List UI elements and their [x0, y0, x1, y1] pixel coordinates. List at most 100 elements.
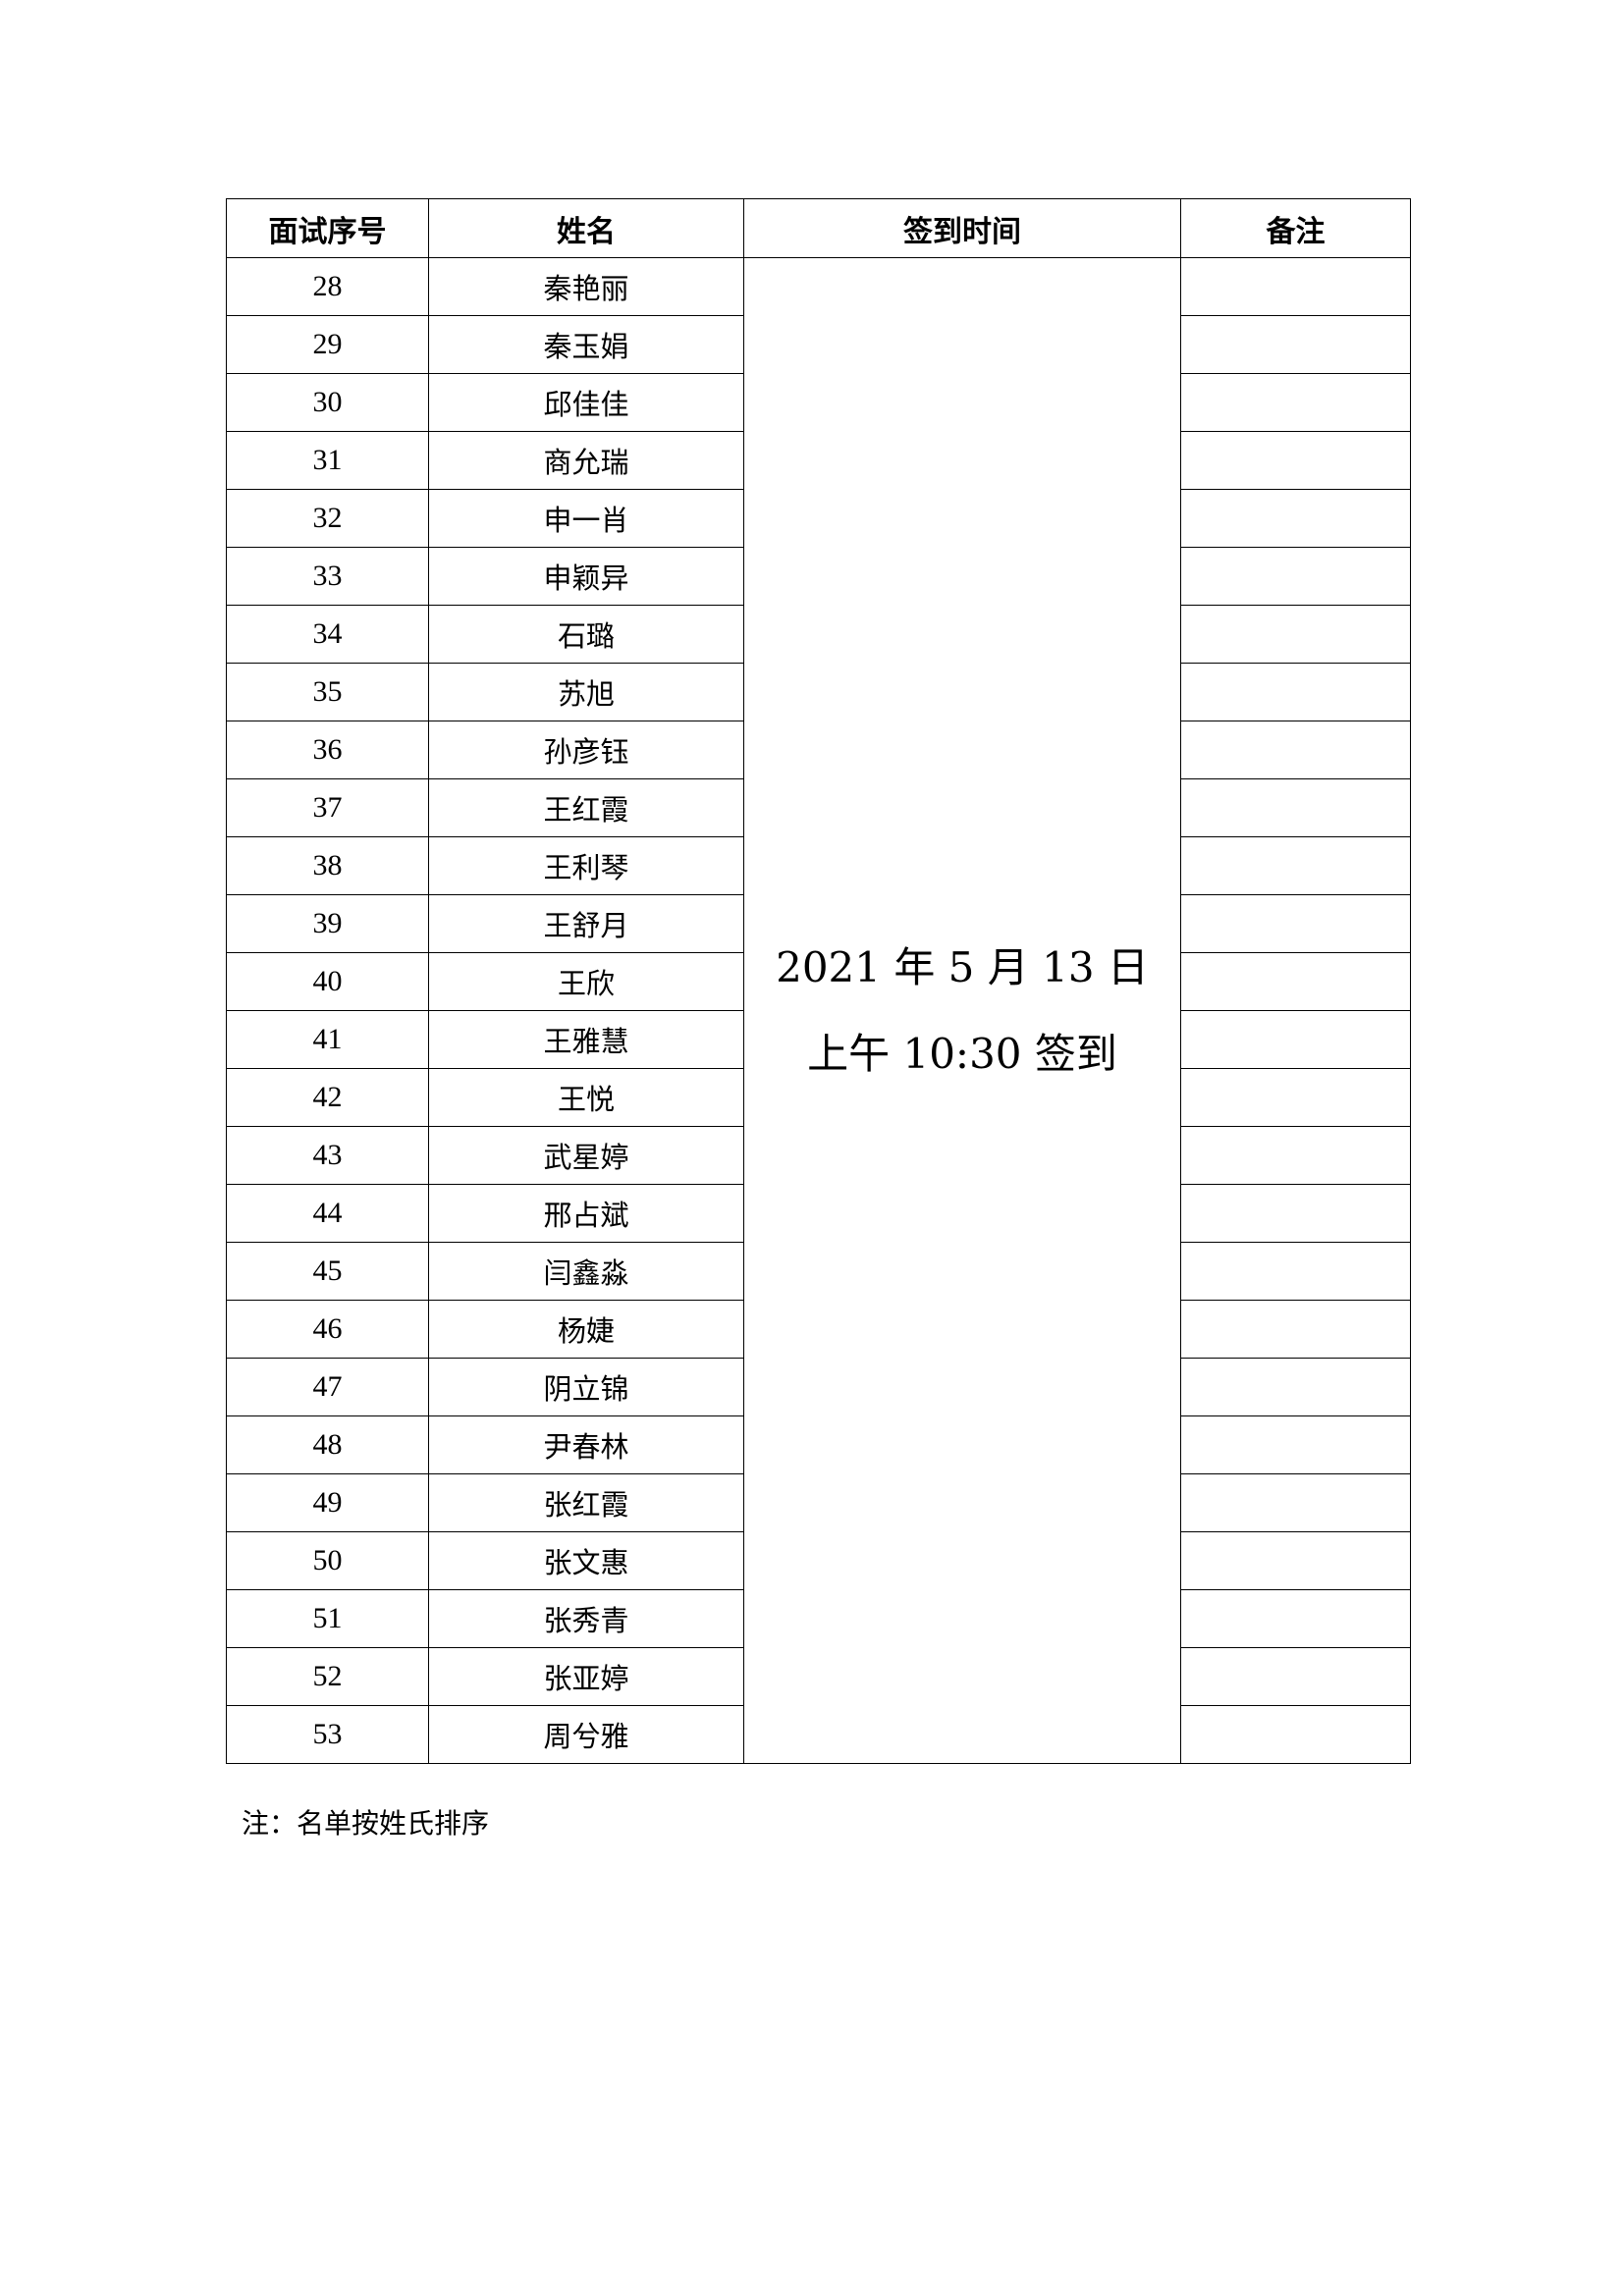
remarks-cell	[1180, 373, 1411, 432]
remarks-cell	[1180, 1415, 1411, 1474]
interview-number-cell: 28	[226, 257, 429, 316]
table-row: 44 邢占斌	[226, 1184, 1411, 1243]
name-cell: 尹春林	[428, 1415, 744, 1474]
interview-number-cell: 39	[226, 894, 429, 953]
table-row: 28 秦艳丽 2021 年 5 月 13 日上午 10:30 签到	[226, 257, 1411, 1764]
table-row: 43 武星婷	[226, 1126, 1411, 1185]
name-cell: 周兮雅	[428, 1705, 744, 1764]
interview-number-cell: 52	[226, 1647, 429, 1706]
remarks-cell	[1180, 1647, 1411, 1706]
table-row: 38 王利琴	[226, 836, 1411, 895]
interview-number-cell: 41	[226, 1010, 429, 1069]
remarks-cell	[1180, 1126, 1411, 1185]
name-cell: 孙彦钰	[428, 721, 744, 779]
interview-number-cell: 29	[226, 315, 429, 374]
remarks-cell	[1180, 1358, 1411, 1416]
name-cell: 闫鑫淼	[428, 1242, 744, 1301]
table-row: 45 闫鑫淼	[226, 1242, 1411, 1301]
remarks-cell	[1180, 489, 1411, 548]
remarks-cell	[1180, 315, 1411, 374]
table-row: 30 邱佳佳	[226, 373, 1411, 432]
remarks-cell	[1180, 836, 1411, 895]
table-row: 53 周兮雅	[226, 1705, 1411, 1764]
table-row: 35 苏旭	[226, 663, 1411, 721]
name-cell: 王舒月	[428, 894, 744, 953]
signin-table: 面试序号 姓名 签到时间 备注 28 秦艳丽 2021 年 5 月 13 日上午 1…	[226, 198, 1411, 1764]
signin-time-cell: 2021 年 5 月 13 日上午 10:30 签到	[743, 257, 1181, 1764]
remarks-cell	[1180, 1184, 1411, 1243]
remarks-cell	[1180, 431, 1411, 490]
interview-number-cell: 35	[226, 663, 429, 721]
remarks-cell	[1180, 1705, 1411, 1764]
remarks-cell	[1180, 1068, 1411, 1127]
name-cell: 张亚婷	[428, 1647, 744, 1706]
interview-number-cell: 42	[226, 1068, 429, 1127]
table-row: 47 阴立锦	[226, 1358, 1411, 1416]
remarks-cell	[1180, 1589, 1411, 1648]
table-row: 46 杨婕	[226, 1300, 1411, 1359]
interview-number-cell: 44	[226, 1184, 429, 1243]
name-cell: 秦艳丽	[428, 257, 744, 316]
interview-number-cell: 49	[226, 1473, 429, 1532]
header-name: 姓名	[428, 198, 744, 258]
interview-number-cell: 32	[226, 489, 429, 548]
remarks-cell	[1180, 778, 1411, 837]
remarks-cell	[1180, 1010, 1411, 1069]
interview-number-cell: 37	[226, 778, 429, 837]
header-interview-number: 面试序号	[226, 198, 429, 258]
interview-number-cell: 53	[226, 1705, 429, 1764]
remarks-cell	[1180, 1531, 1411, 1590]
name-cell: 杨婕	[428, 1300, 744, 1359]
table-row: 29 秦玉娟	[226, 315, 1411, 374]
name-cell: 邱佳佳	[428, 373, 744, 432]
name-cell: 申一肖	[428, 489, 744, 548]
remarks-cell	[1180, 1473, 1411, 1532]
table-row: 37 王红霞	[226, 778, 1411, 837]
table-header-row: 面试序号 姓名 签到时间 备注	[226, 198, 1411, 258]
table-row: 41 王雅慧	[226, 1010, 1411, 1069]
remarks-cell	[1180, 952, 1411, 1011]
header-signin-time: 签到时间	[743, 198, 1181, 258]
name-cell: 申颖异	[428, 547, 744, 606]
table-row: 32 申一肖	[226, 489, 1411, 548]
remarks-cell	[1180, 1300, 1411, 1359]
table-row: 50 张文惠	[226, 1531, 1411, 1590]
signin-date: 2021 年 5 月 13 日	[776, 942, 1149, 991]
name-cell: 商允瑞	[428, 431, 744, 490]
interview-number-cell: 36	[226, 721, 429, 779]
interview-number-cell: 30	[226, 373, 429, 432]
name-cell: 王红霞	[428, 778, 744, 837]
remarks-cell	[1180, 1242, 1411, 1301]
table-row: 52 张亚婷	[226, 1647, 1411, 1706]
remarks-cell	[1180, 894, 1411, 953]
interview-number-cell: 46	[226, 1300, 429, 1359]
interview-number-cell: 34	[226, 605, 429, 664]
interview-number-cell: 40	[226, 952, 429, 1011]
header-remarks: 备注	[1180, 198, 1411, 258]
interview-number-cell: 45	[226, 1242, 429, 1301]
name-cell: 苏旭	[428, 663, 744, 721]
table-row: 48 尹春林	[226, 1415, 1411, 1474]
name-cell: 张文惠	[428, 1531, 744, 1590]
name-cell: 王悦	[428, 1068, 744, 1127]
table-row: 39 王舒月	[226, 894, 1411, 953]
name-cell: 邢占斌	[428, 1184, 744, 1243]
remarks-cell	[1180, 547, 1411, 606]
interview-number-cell: 51	[226, 1589, 429, 1648]
name-cell: 张秀青	[428, 1589, 744, 1648]
footnote: 注：名单按姓氏排序	[242, 1807, 490, 1840]
name-cell: 王雅慧	[428, 1010, 744, 1069]
interview-number-cell: 47	[226, 1358, 429, 1416]
name-cell: 王利琴	[428, 836, 744, 895]
table-row: 49 张红霞	[226, 1473, 1411, 1532]
interview-number-cell: 33	[226, 547, 429, 606]
name-cell: 石璐	[428, 605, 744, 664]
interview-number-cell: 50	[226, 1531, 429, 1590]
name-cell: 秦玉娟	[428, 315, 744, 374]
name-cell: 阴立锦	[428, 1358, 744, 1416]
name-cell: 武星婷	[428, 1126, 744, 1185]
table-row: 51 张秀青	[226, 1589, 1411, 1648]
interview-number-cell: 43	[226, 1126, 429, 1185]
remarks-cell	[1180, 721, 1411, 779]
remarks-cell	[1180, 663, 1411, 721]
